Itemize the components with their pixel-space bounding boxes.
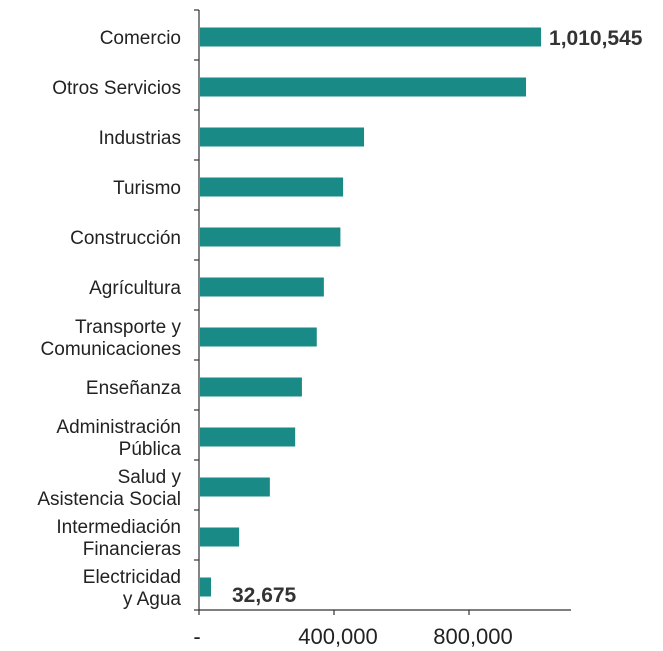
category-label: Industrias	[99, 128, 181, 149]
data-label: 1,010,545	[549, 27, 643, 50]
category-label: Comercio	[100, 28, 181, 49]
bar	[200, 377, 302, 397]
x-tick-label: -	[193, 624, 200, 649]
bar	[200, 277, 324, 297]
bar	[200, 527, 240, 547]
category-label: Intermediación Financieras	[56, 517, 181, 560]
category-label: Agrícultura	[89, 278, 181, 299]
bar	[200, 427, 296, 447]
category-label: Otros Servicios	[52, 78, 181, 99]
bars-group	[200, 27, 542, 597]
category-label: Construcción	[70, 228, 181, 249]
category-label: Transporte y Comunicaciones	[41, 317, 182, 360]
category-label: Turismo	[113, 178, 181, 199]
bar	[200, 27, 542, 47]
category-label: Electricidad y Agua	[83, 567, 182, 610]
bar	[200, 127, 365, 147]
bar	[200, 77, 527, 97]
tick-labels-group: - 400,000 800,000	[193, 624, 512, 649]
x-tick-label: 400,000	[298, 624, 378, 649]
bar	[200, 227, 341, 247]
bar	[200, 327, 317, 347]
category-labels-group: Comercio Otros Servicios Industrias Turismo…	[37, 28, 181, 610]
category-label: Administración Pública	[56, 417, 181, 460]
bar	[200, 177, 344, 197]
data-label: 32,675	[232, 584, 297, 607]
bar	[200, 477, 270, 497]
x-tick-label: 800,000	[433, 624, 513, 649]
category-label: Salud y Asistencia Social	[37, 467, 181, 510]
axes-group	[194, 9, 571, 615]
data-labels-group: 1,010,545 32,675	[232, 27, 643, 607]
bar	[200, 577, 212, 597]
category-label: Enseñanza	[86, 378, 182, 399]
